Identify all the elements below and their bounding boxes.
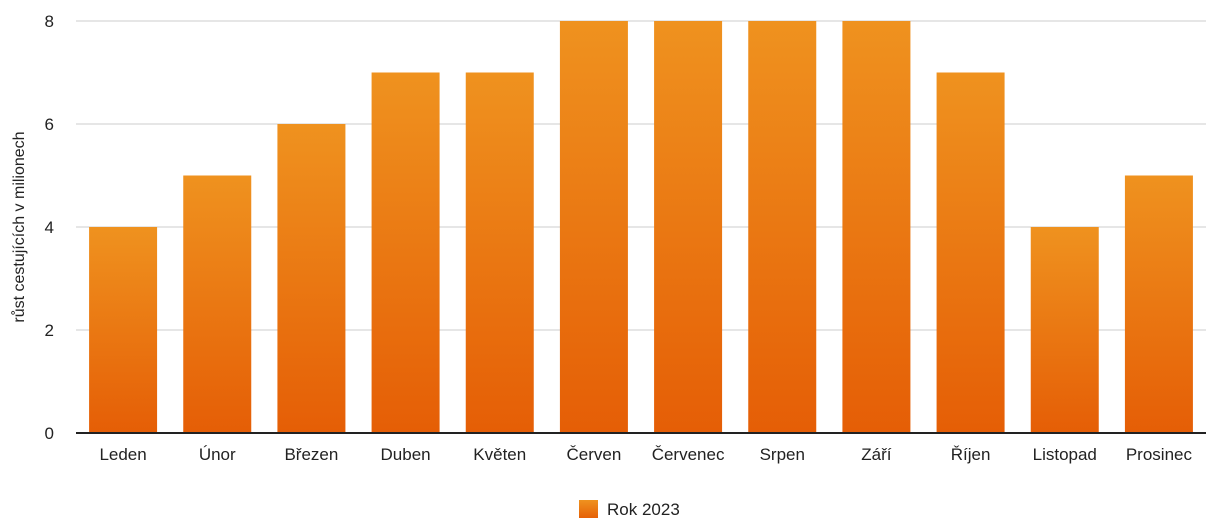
legend-swatch bbox=[579, 500, 598, 519]
grid-lines bbox=[76, 20, 1206, 331]
bar bbox=[465, 72, 534, 433]
bar bbox=[183, 175, 252, 433]
y-tick-label: 2 bbox=[45, 321, 54, 340]
bar bbox=[654, 21, 723, 433]
bar bbox=[748, 21, 817, 433]
bar bbox=[371, 72, 440, 433]
bar bbox=[89, 227, 158, 433]
legend: Rok 2023 bbox=[579, 500, 680, 519]
bar bbox=[559, 21, 628, 433]
x-tick-label: Květen bbox=[473, 445, 526, 464]
bar bbox=[277, 124, 346, 433]
x-tick-label: Listopad bbox=[1033, 445, 1097, 464]
x-tick-label: Březen bbox=[284, 445, 338, 464]
x-tick-label: Září bbox=[861, 445, 892, 464]
legend-label: Rok 2023 bbox=[607, 500, 680, 518]
x-tick-label: Říjen bbox=[951, 445, 991, 464]
bar bbox=[842, 21, 911, 433]
x-tick-label: Leden bbox=[99, 445, 146, 464]
x-tick-label: Duben bbox=[381, 445, 431, 464]
y-tick-label: 4 bbox=[45, 218, 54, 237]
y-tick-label: 8 bbox=[45, 12, 54, 31]
y-tick-label: 6 bbox=[45, 115, 54, 134]
x-tick-label: Červen bbox=[567, 445, 622, 464]
y-tick-label: 0 bbox=[45, 424, 54, 443]
x-tick-label: Únor bbox=[199, 445, 236, 464]
bar bbox=[1124, 175, 1193, 433]
x-tick-label: Prosinec bbox=[1126, 445, 1193, 464]
bar bbox=[1030, 227, 1099, 433]
y-axis-label: růst cestujících v milionech bbox=[10, 131, 28, 322]
x-tick-label: Srpen bbox=[760, 445, 805, 464]
bars bbox=[89, 21, 1193, 433]
bar bbox=[936, 72, 1005, 433]
axes: 0 2 4 6 8 Leden Únor Březen Duben Květen Červen Čer… bbox=[45, 12, 1206, 464]
x-tick-label: Červenec bbox=[652, 445, 725, 464]
